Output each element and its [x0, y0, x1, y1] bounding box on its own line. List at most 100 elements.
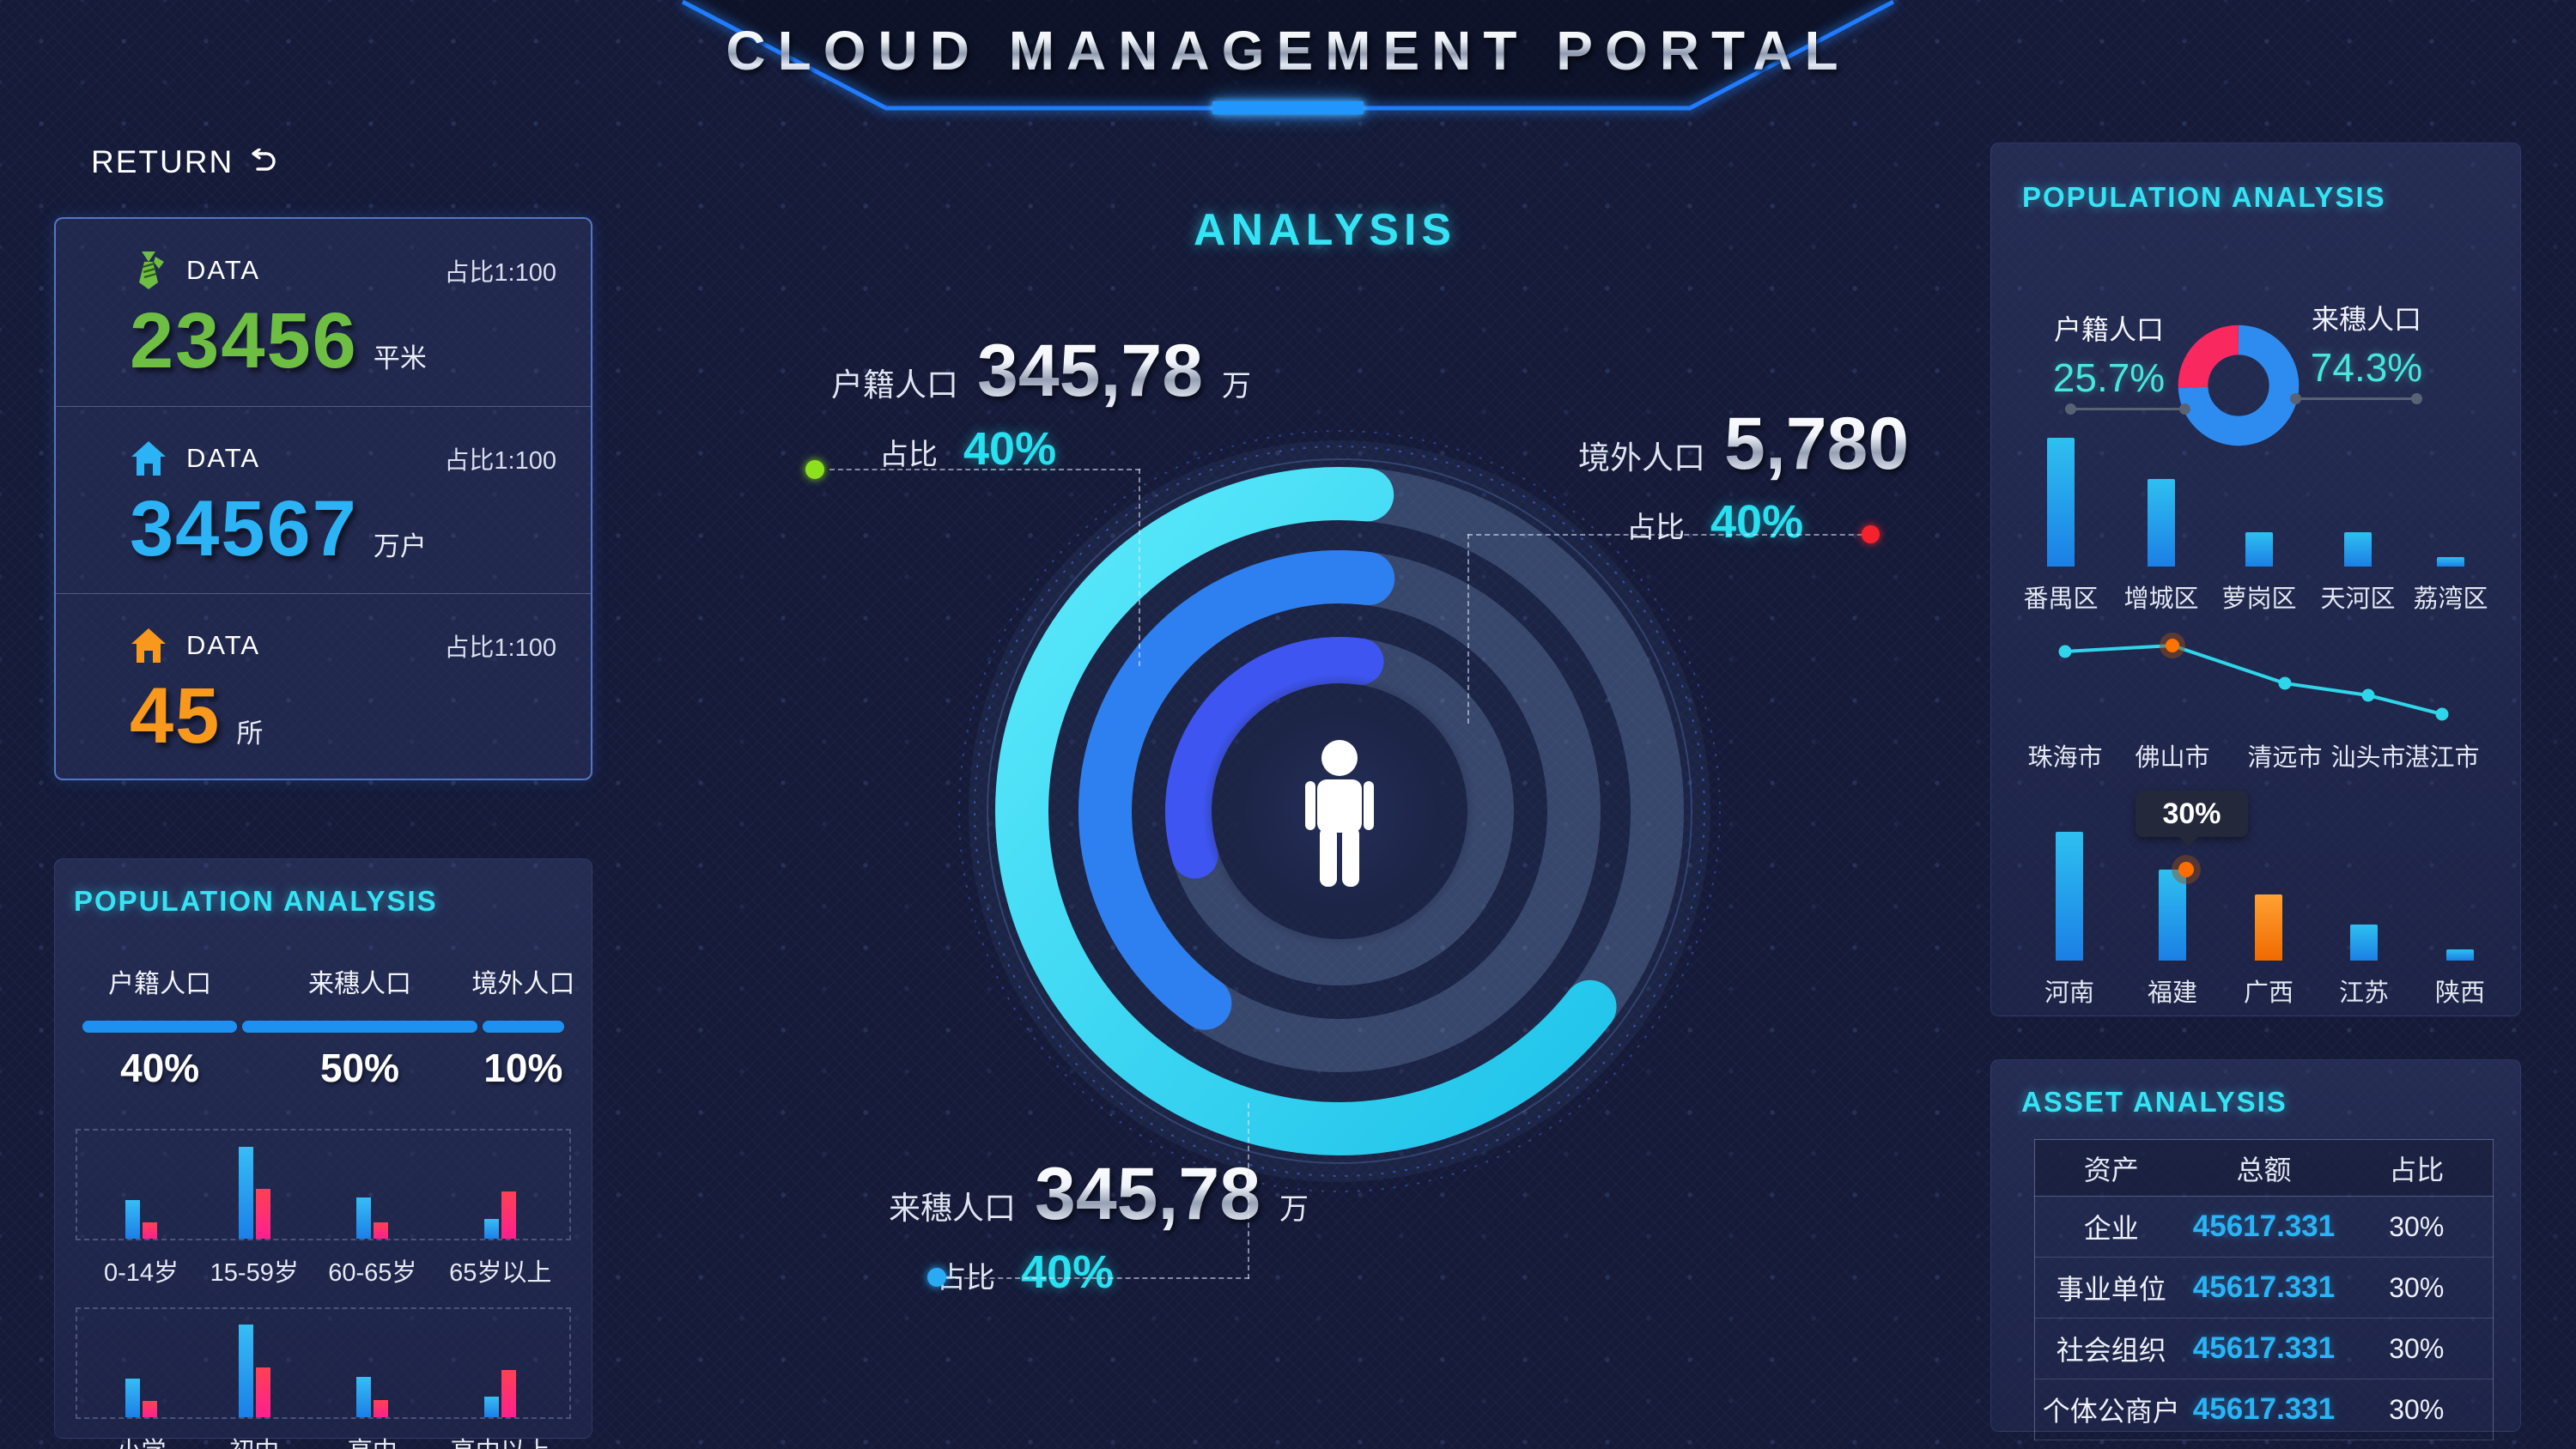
city-point-highlight: [2166, 639, 2179, 652]
bar-pink: [142, 1222, 157, 1239]
callout-connector: [1139, 469, 1140, 666]
population-rings-chart: [958, 430, 1721, 1192]
bar-pink: [142, 1401, 157, 1417]
rings-dashed-circle: [974, 446, 1705, 1177]
asset-cell-total: 45617.331: [2187, 1318, 2341, 1379]
bar: [2245, 532, 2273, 567]
callout-unit: 万: [1279, 1193, 1309, 1226]
bar-pink: [374, 1222, 389, 1239]
bar-group: 15-59岁: [210, 1131, 299, 1287]
bar-group-label: 0-14岁: [103, 1259, 179, 1287]
asset-cell-name: 社会组织: [2034, 1318, 2188, 1379]
province-bar-chart: 河南 福建 广西 江苏 陕西 30%: [2026, 791, 2489, 1007]
segment-bar: [242, 1021, 477, 1033]
donut-slice-name: 来穗人口: [2311, 304, 2421, 335]
city-point: [2058, 645, 2072, 658]
callout-dot-green: [805, 460, 824, 479]
callout-connector: [1467, 534, 1871, 536]
bar: [2446, 949, 2474, 961]
asset-title: ASSET ANALYSIS: [2021, 1086, 2287, 1118]
population-share-segment: 境外人口 10%: [471, 962, 574, 1091]
bar-group: 高中: [328, 1309, 416, 1449]
donut-label-laisui: 来穗人口 74.3%: [2293, 298, 2439, 391]
callout-ratio-label: 占比: [879, 439, 938, 471]
city-label: 珠海市: [2027, 743, 2102, 772]
stat-ratio: 占比1:100: [444, 634, 556, 662]
segment-percent: 50%: [319, 1046, 400, 1090]
header-band: [683, 0, 1893, 108]
return-label: RETURN: [91, 144, 234, 179]
bar-label: 江苏: [2338, 979, 2389, 1007]
donut-slice-hukou: [2178, 324, 2239, 389]
bar-column: 荔湾区: [2413, 429, 2488, 613]
rings-dashed-circle: [958, 430, 1721, 1192]
bar-pink: [255, 1367, 270, 1417]
stat-row-area: DATA 占比1:100 23456 平米: [56, 219, 591, 406]
person-icon: [1305, 740, 1374, 887]
segment-percent: 40%: [120, 1046, 200, 1090]
bar-blue: [484, 1219, 500, 1239]
callout-value: 5,780: [1724, 403, 1910, 485]
asset-cell-total: 45617.331: [2187, 1379, 2341, 1440]
segment-label: 户籍人口: [108, 970, 212, 998]
age-distribution-chart: 0-14岁 15-59岁 60-65岁 65岁以上: [76, 1129, 571, 1287]
asset-cell-total: 45617.331: [2187, 1196, 2341, 1258]
callout-label: 来穗人口: [889, 1191, 1016, 1226]
bar-column: 萝岗区: [2221, 429, 2297, 613]
asset-col-header: 占比: [2340, 1139, 2494, 1197]
donut-lead-line: [2290, 393, 2422, 404]
asset-table: 资产 总额 占比 企业 45617.331 30% 事业单位 45617.331 30% 社会组…: [2034, 1139, 2494, 1440]
donut-slice-name: 户籍人口: [2053, 314, 2164, 345]
callout-percent: 40%: [1710, 496, 1804, 548]
city-label: 汕头市: [2330, 743, 2405, 772]
asset-col-header: 资产: [2034, 1139, 2188, 1197]
stat-ratio: 占比1:100: [444, 447, 556, 475]
stat-ratio: 占比1:100: [444, 259, 556, 287]
ring-arc-middle: [1078, 550, 1395, 1030]
stat-value: 23456: [130, 297, 358, 385]
bar-column: 陕西: [2435, 823, 2485, 1007]
bar-pink: [501, 1191, 517, 1239]
right-population-panel: POPULATION ANALYSIS 户籍人口 25.7% 来穗人口 74.3…: [1990, 142, 2521, 1016]
stat-label: DATA: [186, 630, 261, 660]
callout-jingwai: 境外人口 5,780 占比 40%: [1578, 402, 1928, 549]
bar-label: 荔湾区: [2413, 585, 2488, 613]
asset-cell-name: 企业: [2034, 1196, 2188, 1258]
asset-cell-name: 个体公商户: [2034, 1379, 2188, 1440]
tooltip-30pct: 30%: [2136, 791, 2248, 847]
bar-pink: [374, 1399, 389, 1417]
population-donut-chart: [2178, 324, 2300, 446]
bar-group-label: 60-65岁: [328, 1259, 417, 1287]
donut-label-hukou: 户籍人口 25.7%: [2036, 308, 2182, 401]
bar-group: 小学: [97, 1309, 185, 1449]
house-icon: [131, 628, 166, 663]
bar-group-label: 15-59岁: [210, 1259, 299, 1287]
segment-label: 来穗人口: [308, 970, 411, 998]
bar-group-label: 初中: [166, 1431, 343, 1449]
callout-connector: [1467, 534, 1469, 724]
bar-pink: [501, 1369, 517, 1417]
bar-group-label: 小学: [52, 1431, 229, 1449]
return-button[interactable]: RETURN: [91, 144, 276, 180]
donut-slice-laisui: [2178, 324, 2300, 446]
bar-blue: [238, 1146, 253, 1239]
bar-blue: [125, 1378, 140, 1417]
segment-percent: 10%: [483, 1046, 563, 1090]
bar-group: 初中: [210, 1309, 299, 1449]
return-undo-icon: [252, 149, 276, 171]
donut-slice-percent: 25.7%: [2052, 355, 2166, 400]
city-line: [2064, 643, 2443, 716]
callout-dot-red: [1862, 525, 1880, 543]
asset-cell-ratio: 30%: [2340, 1318, 2494, 1379]
bar-blue: [484, 1397, 500, 1417]
segment-bar: [82, 1021, 238, 1033]
segment-label: 境外人口: [471, 970, 575, 998]
bar-column: 天河区: [2320, 429, 2396, 613]
callout-value: 345,78: [1035, 1153, 1261, 1235]
district-bar-chart: 番禺区 增城区 萝岗区 天河区 荔湾区: [2023, 429, 2489, 613]
callout-dot-blue: [927, 1268, 946, 1287]
city-point: [2435, 707, 2449, 721]
bar-column: 江苏: [2339, 823, 2389, 1007]
bar: [2047, 438, 2075, 567]
city-point: [2278, 676, 2292, 690]
